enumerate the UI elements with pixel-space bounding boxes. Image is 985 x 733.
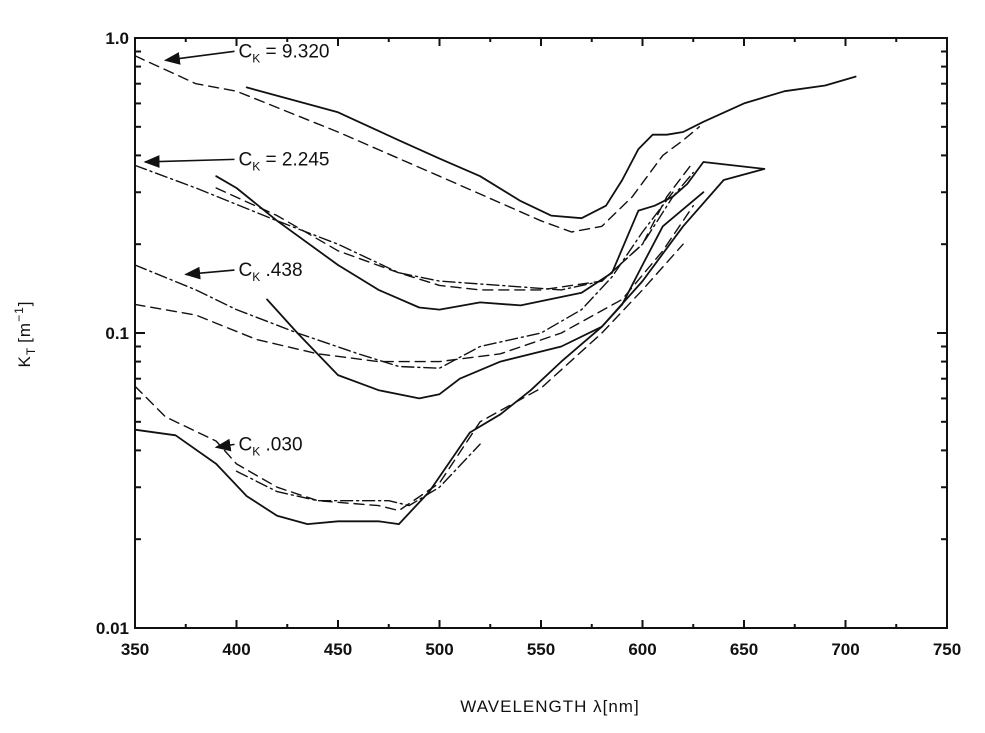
x-tick-label: 600 bbox=[628, 640, 656, 659]
annotation-label-3: CK .438 bbox=[239, 260, 303, 284]
annotation-arrow bbox=[143, 155, 235, 168]
x-tick-label: 450 bbox=[324, 640, 352, 659]
plot-frame bbox=[134, 37, 948, 629]
series-line-5-dashed bbox=[215, 161, 694, 291]
annotation-arrow bbox=[214, 438, 235, 452]
series-line-1-solid bbox=[245, 75, 857, 220]
ticks-group bbox=[134, 37, 948, 629]
y-tick-label: 1.0 bbox=[105, 29, 129, 48]
annotation-label-4: CK .030 bbox=[239, 434, 303, 458]
y-axis-title-unit-exp: −1 bbox=[12, 306, 26, 322]
y-axis-title-symbol: K bbox=[15, 355, 34, 367]
series-line-6-solid bbox=[266, 191, 705, 400]
series-line-2-dashed bbox=[134, 55, 700, 233]
y-tick-label: 0.01 bbox=[96, 619, 129, 638]
x-tick-label: 400 bbox=[222, 640, 250, 659]
plot-frame-group bbox=[134, 37, 948, 629]
y-tick-label: 0.1 bbox=[105, 324, 129, 343]
y-axis-title-group: KT [m−1] bbox=[12, 301, 38, 368]
y-axis-title-unit-close: ] bbox=[15, 301, 34, 307]
series-line-9-solid bbox=[134, 168, 766, 525]
annotations-group: CK = 9.320 CK = 2.245 CK .438 CK .030 bbox=[143, 41, 330, 458]
annotation-arrow bbox=[184, 266, 235, 280]
series-line-7-dash-dot bbox=[134, 191, 674, 369]
y-tick-labels: 0.01 0.1 1.0 bbox=[96, 29, 129, 638]
y-axis-title-unit: [m bbox=[15, 322, 34, 343]
series-line-4-dash-dot bbox=[134, 164, 694, 291]
series-line-8-dashed bbox=[134, 205, 694, 363]
series-line-3-solid bbox=[215, 161, 766, 311]
y-axis-title: KT [m−1] bbox=[12, 301, 38, 368]
y-axis-title-subscript: T bbox=[24, 347, 38, 355]
x-tick-label: 550 bbox=[527, 640, 555, 659]
series-group bbox=[134, 55, 857, 525]
annotation-label-1: CK = 9.320 bbox=[239, 41, 330, 65]
x-axis-title: WAVELENGTH λ[nm] bbox=[460, 697, 639, 716]
annotation-arrow bbox=[163, 50, 235, 65]
annotation-label-2: CK = 2.245 bbox=[239, 149, 330, 173]
x-tick-label: 650 bbox=[730, 640, 758, 659]
x-tick-labels: 350 400 450 500 550 600 650 700 750 bbox=[121, 640, 961, 659]
x-tick-label: 350 bbox=[121, 640, 149, 659]
x-tick-label: 750 bbox=[933, 640, 961, 659]
series-line-10-dashed bbox=[134, 243, 684, 512]
x-tick-label: 700 bbox=[831, 640, 859, 659]
x-tick-label: 500 bbox=[425, 640, 453, 659]
series-line-11-dash-dot bbox=[235, 443, 481, 507]
